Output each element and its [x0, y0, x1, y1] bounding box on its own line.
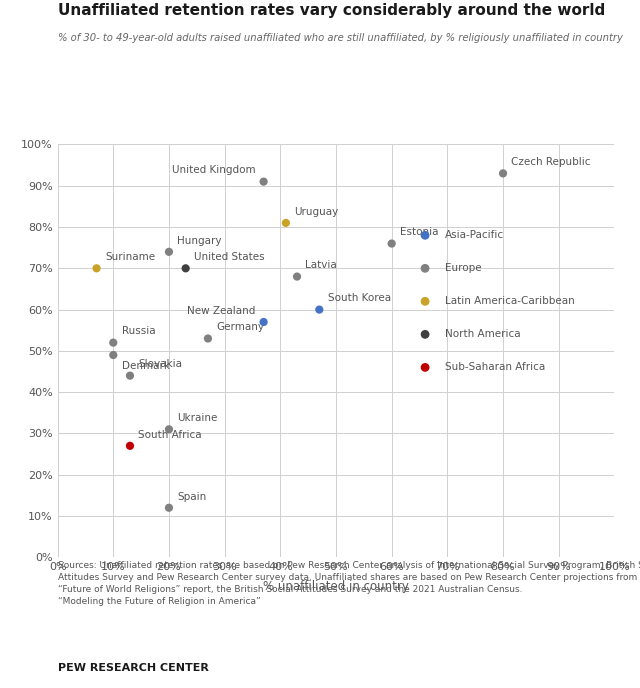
Text: South Africa: South Africa: [138, 429, 202, 440]
Text: Czech Republic: Czech Republic: [511, 157, 591, 167]
Text: Unaffiliated retention rates vary considerably around the world: Unaffiliated retention rates vary consid…: [58, 3, 605, 19]
Text: Latvia: Latvia: [305, 260, 337, 270]
Text: Estonia: Estonia: [400, 227, 438, 237]
Point: [281, 217, 291, 228]
Text: South Korea: South Korea: [328, 293, 391, 303]
Text: Spain: Spain: [177, 491, 207, 502]
Text: Hungary: Hungary: [177, 235, 222, 246]
Point: [292, 271, 302, 282]
X-axis label: % unaffiliated in country: % unaffiliated in country: [263, 581, 409, 594]
Text: Latin America-Caribbean: Latin America-Caribbean: [445, 297, 574, 306]
Point: [259, 316, 269, 327]
Point: [108, 350, 118, 361]
Text: Denmark: Denmark: [122, 361, 170, 372]
Text: Asia-Pacific: Asia-Pacific: [445, 230, 504, 240]
Point: [108, 337, 118, 348]
Point: [498, 168, 508, 179]
Point: [420, 230, 430, 241]
Point: [203, 333, 213, 344]
Point: [420, 362, 430, 373]
Point: [420, 329, 430, 340]
Point: [314, 304, 324, 315]
Text: Germany: Germany: [216, 322, 264, 332]
Text: Uruguay: Uruguay: [294, 206, 339, 217]
Point: [180, 263, 191, 274]
Text: PEW RESEARCH CENTER: PEW RESEARCH CENTER: [58, 663, 209, 673]
Point: [164, 246, 174, 257]
Point: [420, 263, 430, 274]
Point: [420, 296, 430, 307]
Point: [164, 424, 174, 435]
Point: [164, 502, 174, 513]
Text: Slovakia: Slovakia: [138, 359, 182, 369]
Text: United States: United States: [194, 252, 265, 262]
Text: United Kingdom: United Kingdom: [172, 165, 255, 175]
Point: [387, 238, 397, 249]
Text: Suriname: Suriname: [105, 252, 155, 262]
Text: Europe: Europe: [445, 264, 481, 273]
Point: [259, 176, 269, 187]
Text: % of 30- to 49-year-old adults raised unaffiliated who are still unaffiliated, b: % of 30- to 49-year-old adults raised un…: [58, 33, 623, 43]
Point: [125, 370, 135, 381]
Text: Ukraine: Ukraine: [177, 413, 218, 423]
Text: North America: North America: [445, 330, 520, 339]
Point: [125, 440, 135, 451]
Text: New Zealand: New Zealand: [187, 305, 255, 316]
Text: Sub-Saharan Africa: Sub-Saharan Africa: [445, 363, 545, 372]
Text: Russia: Russia: [122, 326, 156, 336]
Text: Sources: Unaffiliated retention rates are based on Pew Research Center analysis : Sources: Unaffiliated retention rates ar…: [58, 561, 640, 606]
Point: [92, 263, 102, 274]
